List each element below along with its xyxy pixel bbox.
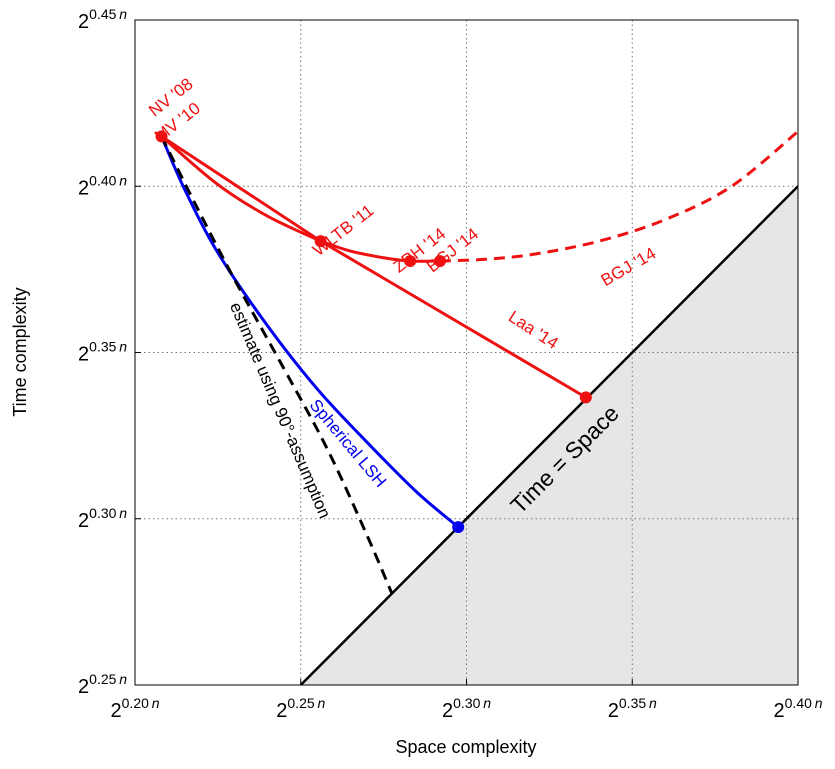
series-bgj-solid-line [320, 239, 440, 263]
x-tick-label: 20.30 n [442, 695, 491, 722]
y-axis-label: Time complexity [10, 287, 30, 416]
series-layer [160, 130, 798, 685]
point-layer [155, 130, 592, 534]
tick-layer: 20.20 n 20.25 n 20.30 n 20.35 n 20.40 n20.25… [78, 6, 823, 722]
y-tick-label: 20.25 n [78, 671, 127, 698]
data-point-marker [404, 255, 417, 268]
data-point-marker [314, 235, 327, 248]
x-tick-label: 20.40 n [774, 695, 823, 722]
annotation-label: WLTB '11 [309, 201, 377, 260]
annotation-label: Laa '14 [505, 307, 562, 353]
y-tick-label: 20.40 n [78, 172, 127, 199]
annotation-label: BGJ '14 [598, 244, 659, 290]
x-tick-label: 20.20 n [111, 695, 160, 722]
grid-layer [135, 20, 798, 685]
x-axis-label: Space complexity [395, 737, 536, 757]
series-est-line [160, 135, 394, 595]
x-tick-label: 20.25 n [276, 695, 325, 722]
time-equals-space-line [299, 185, 798, 685]
data-point-marker [452, 521, 465, 534]
data-point-marker [579, 391, 592, 404]
series-lsh-line [160, 135, 460, 529]
data-point-marker [155, 130, 168, 143]
x-tick-label: 20.35 n [608, 695, 657, 722]
y-tick-label: 20.30 n [78, 505, 127, 532]
series-bgj-dashed-line [439, 130, 798, 263]
series-zph-line [160, 135, 322, 243]
y-tick-label: 20.35 n [78, 339, 127, 366]
data-point-marker [433, 255, 446, 268]
y-tick-label: 20.45 n [78, 6, 127, 33]
